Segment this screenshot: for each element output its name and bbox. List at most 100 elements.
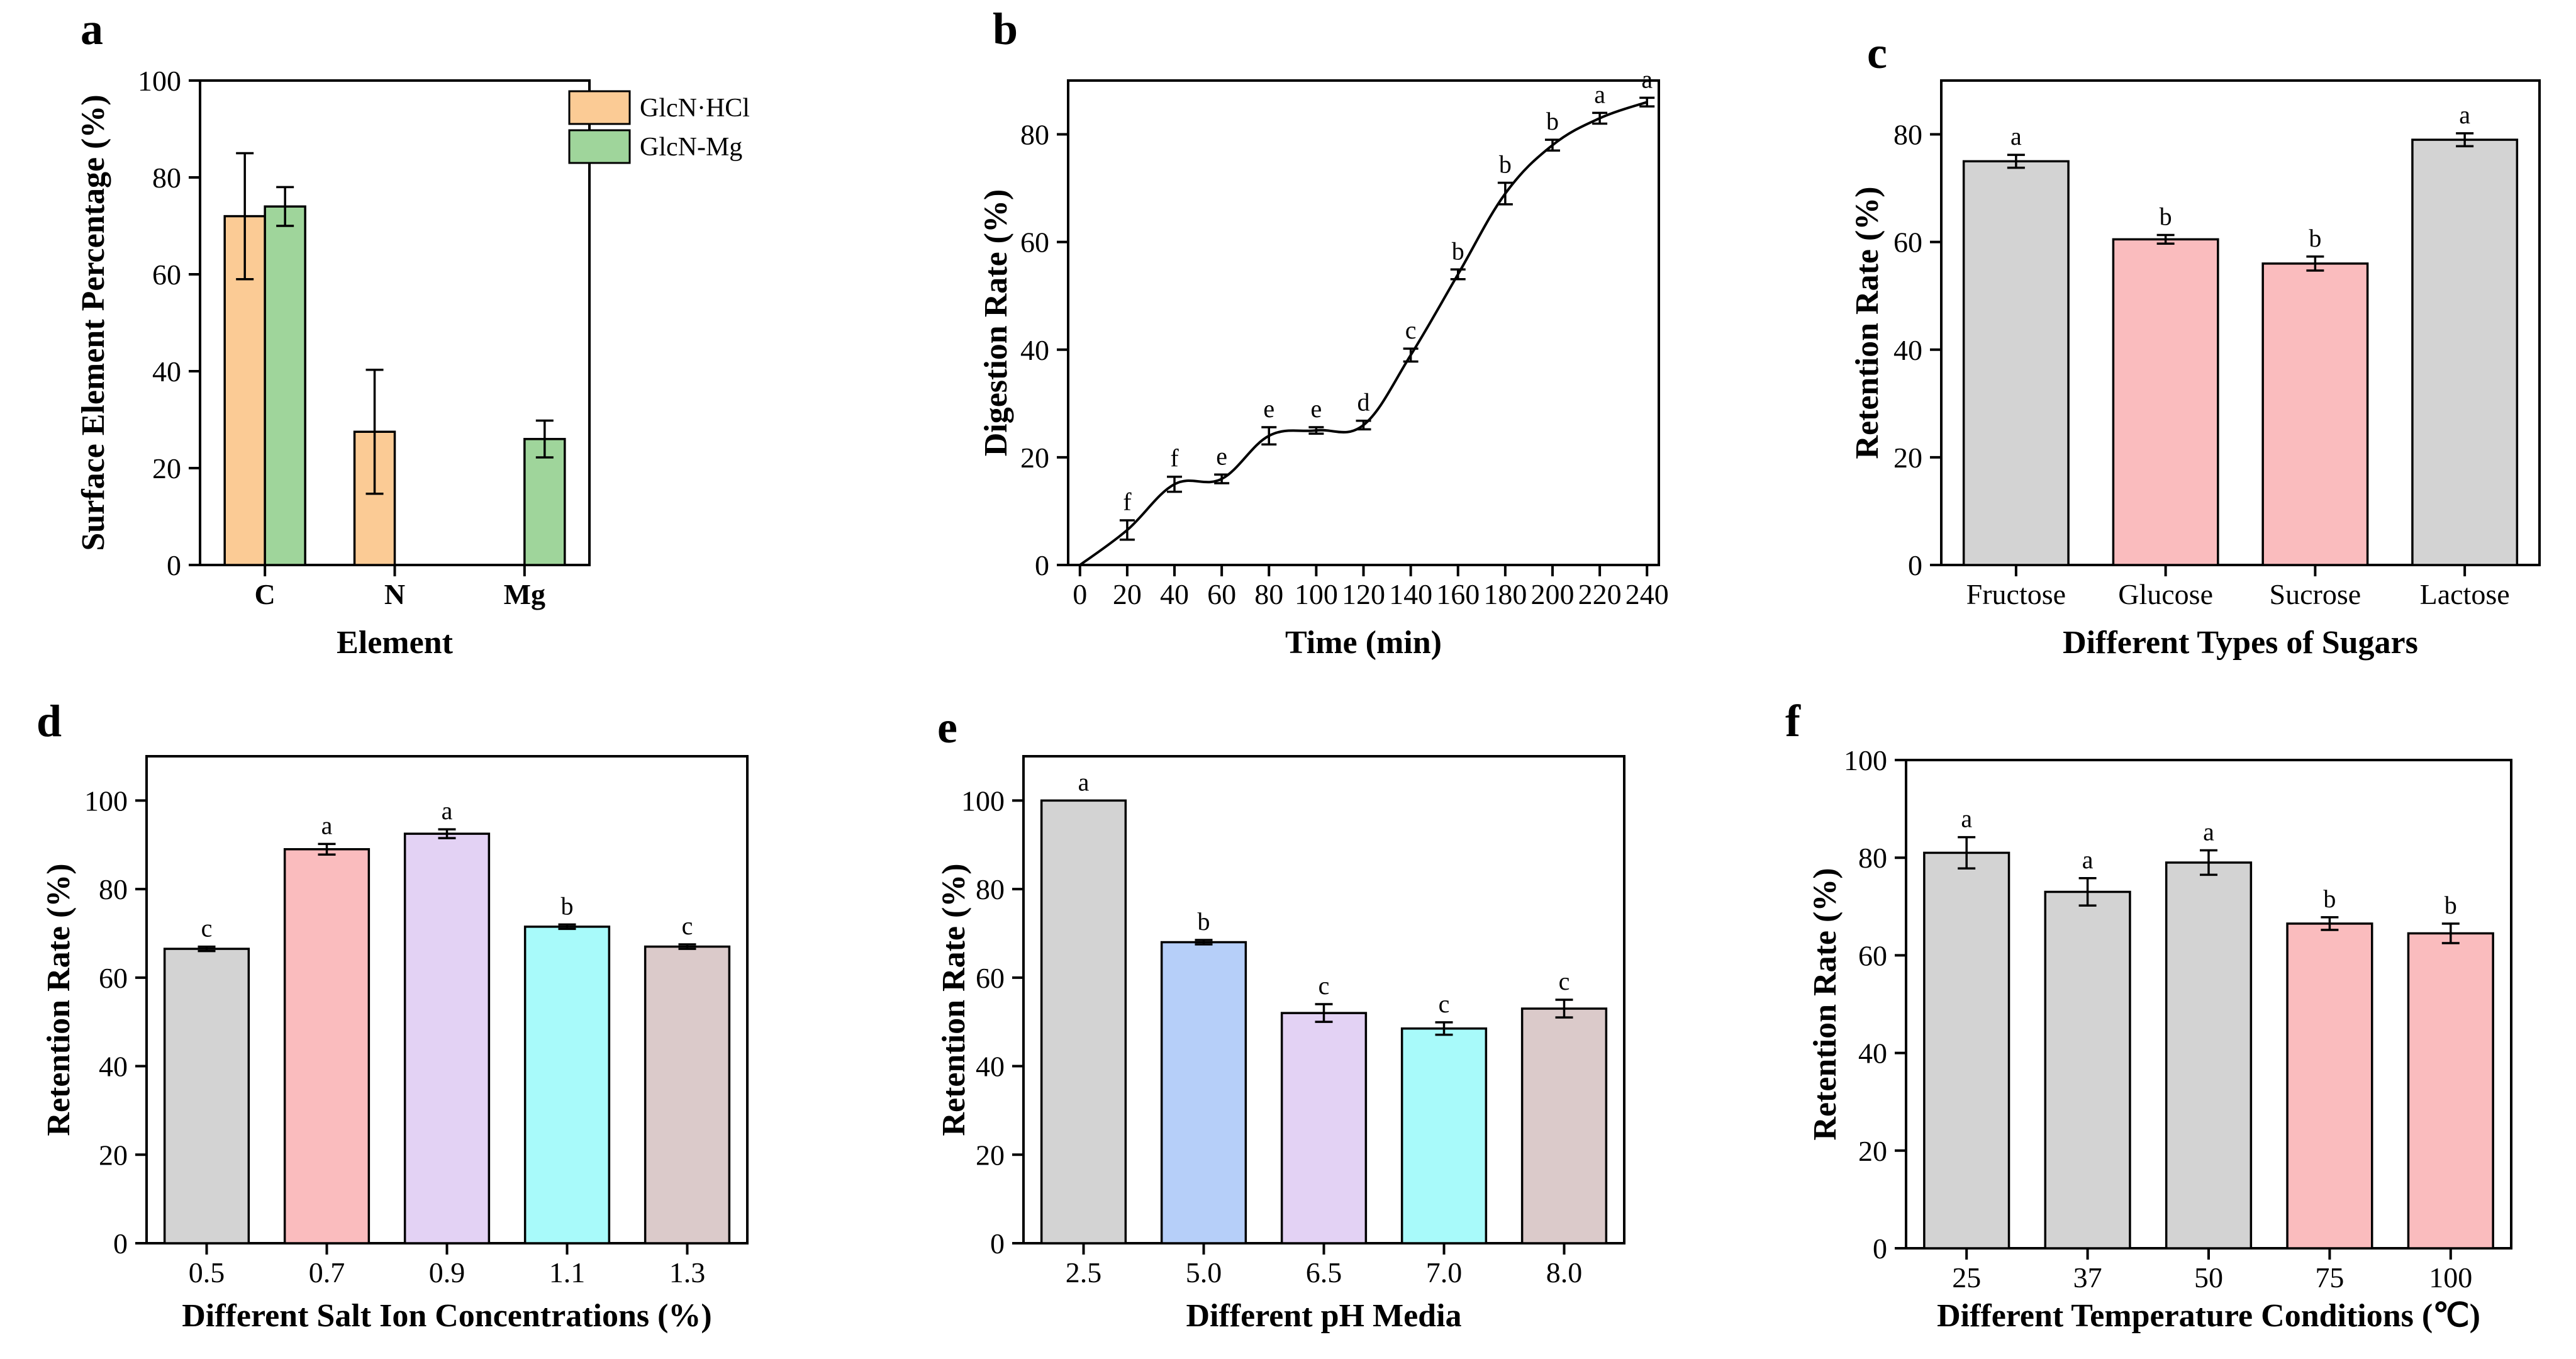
panel-b: 0 20 40 60 80 Digestion Rate (%) Time (min) b 0 2… <box>978 4 1669 661</box>
x-tick-label: 0.7 <box>309 1256 345 1289</box>
significance-letter: a <box>2082 846 2094 874</box>
y-tick-label: 40 <box>976 1051 1005 1083</box>
y-tick-label: 80 <box>99 873 128 905</box>
bar <box>1040 799 1127 1244</box>
y-axis-title: Digestion Rate (%) <box>978 189 1014 457</box>
bar <box>2407 932 2494 1250</box>
bar <box>353 430 396 566</box>
x-axis-title: Time (min) <box>1285 625 1442 661</box>
x-tick-label: 7.0 <box>1426 1256 1463 1289</box>
bar <box>283 848 371 1244</box>
x-axis-title: Different Types of Sugars <box>2063 625 2418 661</box>
x-axis-title: Different Salt Ion Concentrations (%) <box>182 1298 712 1334</box>
panel-d: 0 20 40 60 80 100 Retention Rate (%) Different … <box>36 696 749 1334</box>
x-tick-label: 60 <box>1207 578 1236 610</box>
x-axis-title: Element <box>337 625 454 661</box>
bar <box>523 438 566 566</box>
x-tick-label: 0 <box>1073 578 1087 610</box>
x-tick-label: 37 <box>2073 1261 2102 1294</box>
x-tick-label: 5.0 <box>1186 1256 1222 1289</box>
legend-label: GlcN·HCl <box>640 94 750 123</box>
y-tick-label: 60 <box>976 962 1005 994</box>
x-tick-label: 40 <box>1160 578 1189 610</box>
x-tick-label: 8.0 <box>1546 1256 1583 1289</box>
x-tick-label: 80 <box>1254 578 1283 610</box>
y-tick-label: 100 <box>84 785 128 817</box>
significance-letter: f <box>1170 444 1179 473</box>
y-tick-label: 60 <box>1893 226 1922 259</box>
legend-swatch <box>568 90 631 125</box>
x-tick-label: Sucrose <box>2270 578 2361 610</box>
significance-letter: c <box>1319 971 1330 1000</box>
significance-letter: c <box>201 914 213 942</box>
y-tick-label: 0 <box>1035 549 1049 581</box>
x-tick-label: 180 <box>1483 578 1527 610</box>
y-axis-title: Retention Rate (%) <box>1807 868 1843 1140</box>
significance-letter: f <box>1123 488 1132 516</box>
significance-letter: d <box>1358 388 1370 417</box>
bar <box>163 948 250 1244</box>
significance-letter: c <box>1405 316 1417 344</box>
bar <box>403 832 491 1244</box>
significance-letter: c <box>682 912 693 940</box>
bar <box>644 945 731 1244</box>
significance-letter: b <box>1452 237 1464 265</box>
x-tick-label: 240 <box>1625 578 1669 610</box>
y-tick-label: 80 <box>1020 119 1049 151</box>
panel-label: b <box>993 4 1018 54</box>
series-line <box>1079 101 1648 566</box>
panel-label: a <box>81 4 103 54</box>
significance-letter: c <box>1439 990 1450 1018</box>
y-tick-label: 20 <box>976 1139 1005 1171</box>
y-axis-title: Surface Element Percentage (%) <box>75 94 111 551</box>
y-tick-label: 60 <box>1858 939 1887 971</box>
significance-letter: c <box>1559 967 1570 995</box>
y-axis-title: Retention Rate (%) <box>936 863 972 1136</box>
bar <box>2286 922 2373 1250</box>
y-tick-label: 40 <box>1893 334 1922 366</box>
plot-frame <box>1067 79 1660 566</box>
panel-e: 0 20 40 60 80 100 Retention Rate (%) Different … <box>936 702 1625 1334</box>
panel-label: c <box>1867 28 1887 78</box>
significance-letter: b <box>1546 107 1559 135</box>
x-tick-label: 20 <box>1113 578 1142 610</box>
x-axis-title: Different Temperature Conditions (℃) <box>1937 1298 2480 1334</box>
y-tick-label: 100 <box>1844 744 1887 776</box>
y-tick-label: 60 <box>152 259 181 291</box>
bar <box>1400 1027 1488 1244</box>
y-tick-label: 60 <box>1020 226 1049 259</box>
bar <box>1923 851 2010 1250</box>
y-tick-label: 100 <box>961 785 1005 817</box>
significance-letter: b <box>1198 907 1210 936</box>
x-tick-label: 25 <box>1952 1261 1981 1294</box>
y-tick-label: 20 <box>152 452 181 484</box>
significance-letter: a <box>1594 80 1605 108</box>
x-tick-label: 140 <box>1389 578 1432 610</box>
y-tick-label: 20 <box>99 1139 128 1171</box>
x-tick-label: 220 <box>1578 578 1622 610</box>
significance-letter: e <box>1263 394 1274 423</box>
y-tick-label: 40 <box>99 1051 128 1083</box>
panel-a: 0 20 40 60 80 100 Surface Element Percentage (… <box>75 4 750 661</box>
y-tick-label: 40 <box>1020 334 1049 366</box>
significance-letter: a <box>442 797 453 825</box>
x-tick-label: 120 <box>1342 578 1385 610</box>
x-tick-label: 0.9 <box>429 1256 466 1289</box>
x-tick-label: 1.1 <box>549 1256 586 1289</box>
x-tick-label: 160 <box>1436 578 1480 610</box>
bar <box>2044 890 2131 1250</box>
x-tick-label: C <box>255 578 276 610</box>
y-tick-label: 80 <box>1893 119 1922 151</box>
significance-letter: b <box>2323 885 2336 913</box>
bar <box>1520 1007 1608 1244</box>
significance-letter: a <box>1961 805 1972 833</box>
significance-letter: b <box>2160 203 2172 231</box>
significance-letter: a <box>1078 768 1090 796</box>
x-tick-label: N <box>384 578 405 610</box>
significance-letter: e <box>1216 442 1227 470</box>
bar <box>264 205 306 566</box>
bar <box>1160 941 1247 1244</box>
y-tick-label: 0 <box>990 1228 1005 1260</box>
significance-letter: b <box>1499 150 1512 179</box>
significance-letter: b <box>2445 891 2457 919</box>
